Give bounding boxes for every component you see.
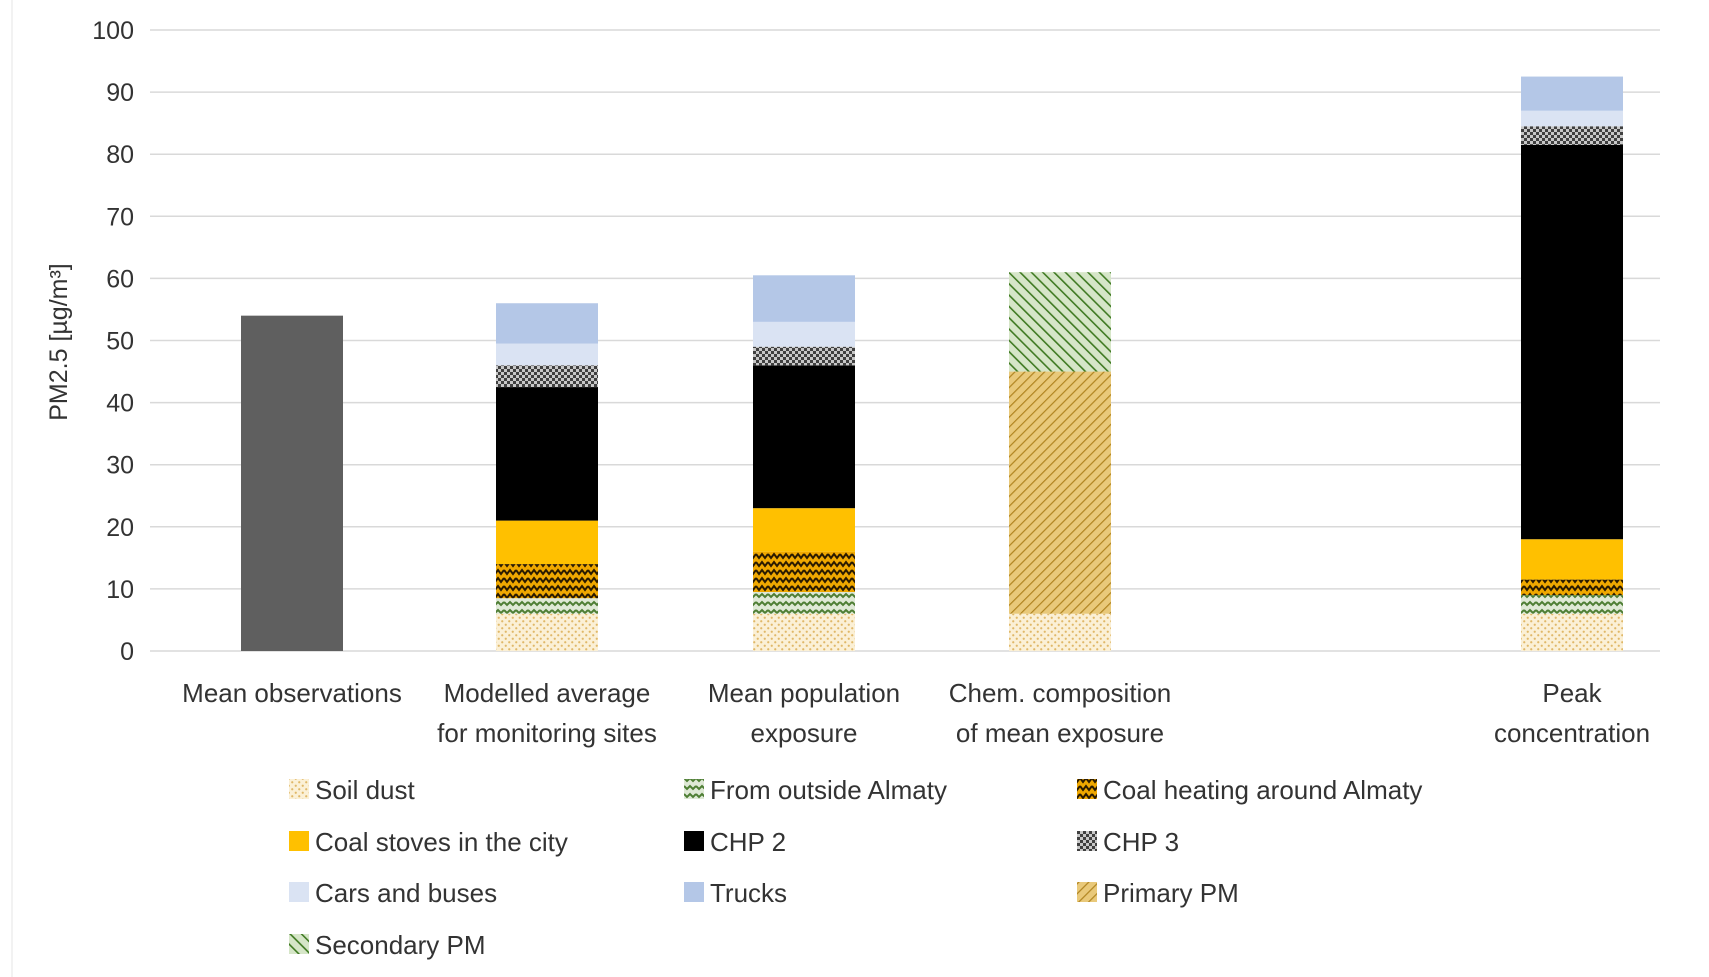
bar-segment-chp-2 xyxy=(753,365,855,509)
bar-segment-coal-heating-around-almaty xyxy=(753,551,855,593)
legend-swatch xyxy=(1077,882,1097,902)
legend: Soil dust From outside Almaty Coal heating… xyxy=(289,775,1422,960)
legend-label: CHP 2 xyxy=(710,827,786,857)
legend-swatch xyxy=(684,831,704,851)
legend-swatch xyxy=(684,882,704,902)
bar-segment-chp-3 xyxy=(496,365,598,388)
legend-item-secondary-pm: Secondary PM xyxy=(289,930,486,960)
legend-swatch xyxy=(289,831,309,851)
legend-item-trucks: Trucks xyxy=(684,878,787,908)
legend-item-cars-and-buses: Cars and buses xyxy=(289,878,497,908)
bar-segment-from-outside-almaty xyxy=(496,598,598,614)
legend-item-chp-2: CHP 2 xyxy=(684,827,786,857)
category-label-line: Modelled average xyxy=(444,678,651,708)
bar-segment-coal-heating-around-almaty xyxy=(496,564,598,599)
category-label-line: for monitoring sites xyxy=(437,718,657,748)
y-tick-label: 0 xyxy=(120,638,134,666)
y-tick-label: 100 xyxy=(92,17,134,45)
legend-label: Trucks xyxy=(710,878,787,908)
category-label: Chem. composition of mean exposure xyxy=(949,678,1172,748)
legend-item-coal-heating-around-almaty: Coal heating around Almaty xyxy=(1077,775,1422,805)
y-tick-labels: 0 10 20 30 40 50 60 70 80 90 100 xyxy=(92,17,134,666)
y-tick-label: 70 xyxy=(106,203,134,231)
y-axis-title: PM2.5 [µg/m³] xyxy=(45,263,73,421)
y-tick-label: 30 xyxy=(106,452,134,480)
y-tick-label: 90 xyxy=(106,79,134,107)
legend-swatch xyxy=(684,779,704,799)
legend-item-coal-stoves-in-the-city: Coal stoves in the city xyxy=(289,827,568,857)
y-tick-label: 50 xyxy=(106,328,134,356)
legend-label: Cars and buses xyxy=(315,878,497,908)
legend-swatch xyxy=(289,934,309,954)
bar-segment-primary-pm xyxy=(1009,371,1111,614)
legend-label: Coal heating around Almaty xyxy=(1103,775,1422,805)
category-label: Mean observations xyxy=(182,678,402,708)
bar-segment-trucks xyxy=(496,303,598,344)
bar-segment-soil-dust xyxy=(1009,613,1111,651)
category-label-line: of mean exposure xyxy=(956,718,1164,748)
bar-segment-chp-2 xyxy=(496,387,598,521)
legend-label: CHP 3 xyxy=(1103,827,1179,857)
gridlines xyxy=(150,29,1660,652)
legend-label: Primary PM xyxy=(1103,878,1239,908)
legend-item-soil-dust: Soil dust xyxy=(289,775,415,805)
bar-segment-chp-2 xyxy=(1521,144,1623,540)
bar-segment-secondary-pm xyxy=(1009,272,1111,372)
legend-swatch xyxy=(289,882,309,902)
bar-segment-soil-dust xyxy=(1521,613,1623,651)
legend-item-primary-pm: Primary PM xyxy=(1077,878,1239,908)
bar-segment-coal-stoves-in-the-city xyxy=(496,520,598,565)
legend-swatch xyxy=(289,779,309,799)
bar-segment-from-outside-almaty xyxy=(753,592,855,614)
category-label: Modelled average for monitoring sites xyxy=(437,678,657,748)
category-label-line: exposure xyxy=(751,718,858,748)
y-tick-label: 80 xyxy=(106,141,134,169)
y-tick-label: 40 xyxy=(106,390,134,418)
bar-segment-coal-stoves-in-the-city xyxy=(1521,539,1623,580)
category-label-line: Mean observations xyxy=(182,678,402,708)
bar-segment-cars-and-buses xyxy=(1521,110,1623,127)
bar-segment-soil-dust xyxy=(496,613,598,651)
bar-segment-trucks xyxy=(753,275,855,322)
bar-segment-chp-3 xyxy=(1521,126,1623,145)
category-label-line: Peak xyxy=(1542,678,1602,708)
bar-segment-soil-dust xyxy=(753,613,855,651)
category-label-line: Chem. composition xyxy=(949,678,1172,708)
y-tick-label: 60 xyxy=(106,265,134,293)
legend-label: Secondary PM xyxy=(315,930,486,960)
category-labels: Mean observations Modelled average for mon… xyxy=(182,678,1650,748)
bar-mean-observations xyxy=(241,315,343,651)
legend-swatch xyxy=(1077,779,1097,799)
category-label-line: concentration xyxy=(1494,718,1650,748)
legend-label: From outside Almaty xyxy=(710,775,947,805)
bar-segment-from-outside-almaty xyxy=(1521,595,1623,614)
bar-segment-cars-and-buses xyxy=(753,321,855,347)
bar-segment-chp-3 xyxy=(753,346,855,366)
legend-swatch xyxy=(1077,831,1097,851)
legend-label: Soil dust xyxy=(315,775,415,805)
bar-segment-coal-stoves-in-the-city xyxy=(753,508,855,552)
y-tick-label: 20 xyxy=(106,514,134,542)
bars xyxy=(241,76,1623,651)
legend-item-chp-3: CHP 3 xyxy=(1077,827,1179,857)
legend-item-from-outside-almaty: From outside Almaty xyxy=(684,775,947,805)
bar-segment-trucks xyxy=(1521,76,1623,111)
category-label: Mean population exposure xyxy=(708,678,900,748)
bar-segment-coal-heating-around-almaty xyxy=(1521,579,1623,596)
category-label: Peak concentration xyxy=(1494,678,1650,748)
legend-label: Coal stoves in the city xyxy=(315,827,568,857)
bar-segment-cars-and-buses xyxy=(496,343,598,366)
category-label-line: Mean population xyxy=(708,678,900,708)
y-tick-label: 10 xyxy=(106,576,134,604)
